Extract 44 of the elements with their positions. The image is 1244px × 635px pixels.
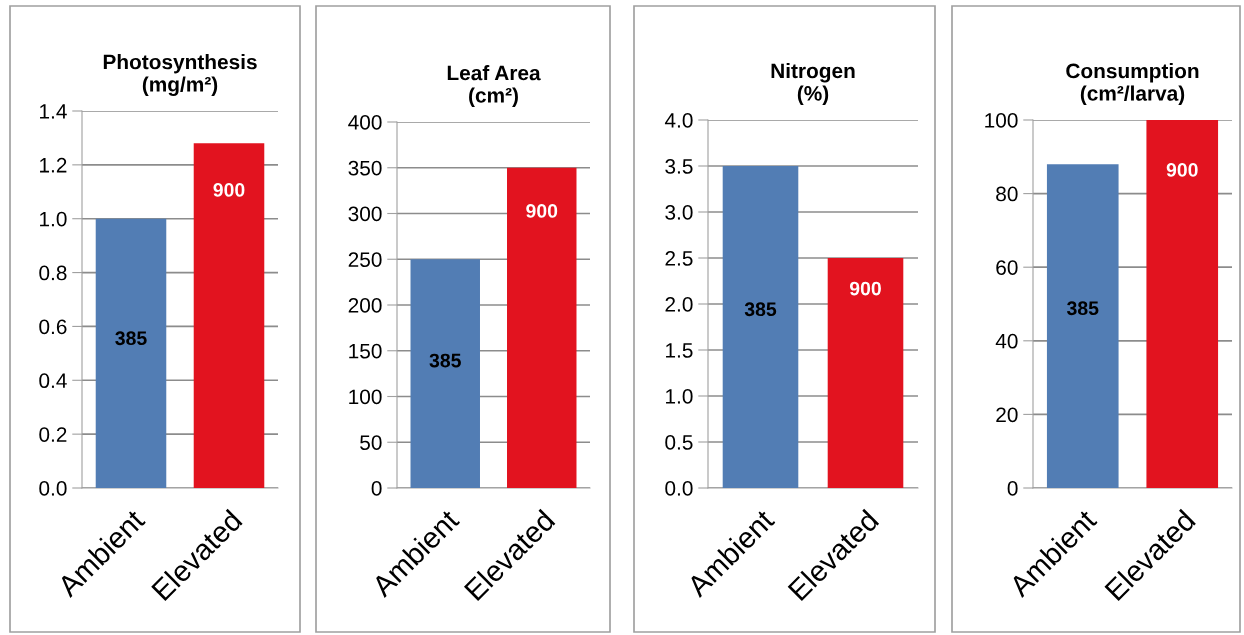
y-tick-label: 20: [996, 407, 1018, 423]
y-tick-label: 0.0: [665, 481, 693, 496]
y-tick-label: 4.0: [664, 113, 693, 128]
y-tick-label: 1.4: [40, 104, 67, 119]
y-tick-label: 1.5: [666, 343, 693, 358]
y-tick-label: 3.0: [665, 205, 693, 220]
y-tick-label: 60: [996, 260, 1018, 275]
annotation: 900: [213, 183, 245, 197]
chart-title: Photosynthesis (mg/m²): [103, 54, 257, 96]
annotation: 900: [1166, 162, 1198, 177]
y-tick-label: 80: [996, 186, 1018, 202]
chart-title: Consumption (cm²/larva): [1066, 63, 1199, 105]
y-tick-label: 0: [1007, 481, 1018, 496]
y-tick-label: 150: [349, 343, 382, 359]
y-tick-label: 1.0: [40, 211, 67, 227]
y-tick-label: 100: [349, 389, 382, 405]
y-tick-label: 350: [348, 160, 382, 176]
chart-title: Nitrogen (%): [771, 62, 855, 105]
y-tick-label: 0: [371, 481, 382, 496]
annotation: 385: [429, 353, 461, 368]
y-tick-label: 0.5: [665, 435, 693, 450]
y-tick-label: 0.6: [39, 319, 67, 335]
y-tick-label: 0.4: [39, 373, 67, 389]
annotation: 900: [849, 281, 881, 296]
annotation: 385: [1066, 301, 1099, 316]
annotation: 900: [526, 204, 558, 218]
y-tick-label: 40: [995, 333, 1018, 349]
y-tick-label: 250: [348, 252, 382, 267]
y-tick-label: 1.0: [666, 389, 693, 404]
y-tick-label: 2.5: [665, 251, 693, 266]
y-tick-label: 1.2: [40, 157, 67, 173]
y-tick-label: 0.8: [39, 265, 67, 281]
chart-title: Leaf Area (cm²): [447, 65, 541, 107]
annotation: 385: [744, 302, 777, 317]
annotation: 385: [115, 331, 147, 346]
y-tick-label: 3.5: [665, 159, 693, 174]
y-tick-label: 400: [348, 115, 382, 130]
y-tick-label: 300: [348, 206, 382, 222]
y-tick-label: 0.2: [39, 427, 67, 442]
y-tick-label: 0.0: [39, 481, 67, 496]
y-tick-label: 100: [985, 113, 1018, 128]
y-tick-label: 50: [360, 435, 382, 450]
y-tick-label: 200: [348, 298, 382, 313]
y-tick-label: 2.0: [665, 297, 693, 312]
